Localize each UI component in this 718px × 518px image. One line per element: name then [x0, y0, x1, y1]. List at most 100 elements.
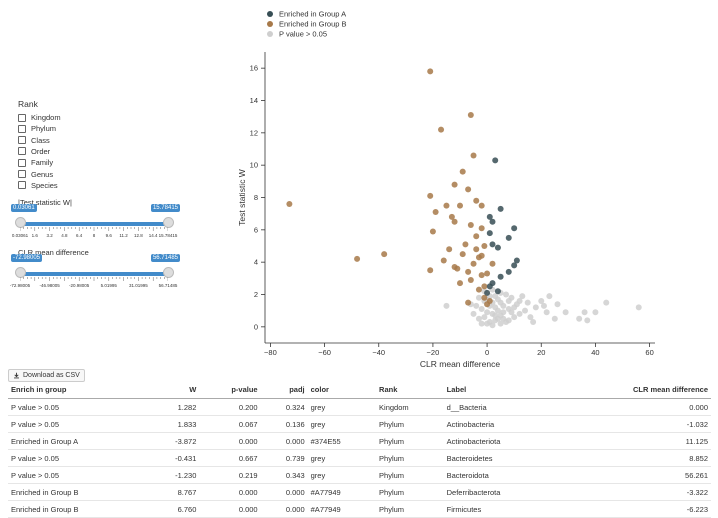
data-point — [473, 302, 480, 309]
data-point — [478, 202, 485, 209]
data-point — [489, 260, 496, 267]
data-point — [562, 309, 569, 316]
data-point — [465, 186, 472, 193]
data-point — [540, 302, 547, 309]
checkbox-icon[interactable] — [18, 181, 26, 190]
slider-handle-max[interactable] — [162, 217, 174, 228]
table-row: P value > 0.05 -0.431 0.667 0.739 grey Phylum… — [8, 449, 711, 467]
slider-range-bar — [20, 222, 168, 226]
table-row: P value > 0.05 -1.230 0.219 0.343 grey Phylum… — [8, 466, 711, 484]
rank-checkbox-kingdom[interactable]: Kingdom — [18, 113, 61, 122]
data-point — [511, 262, 518, 269]
rank-checkbox-order[interactable]: Order — [18, 147, 50, 156]
y-tick-label: 16 — [250, 64, 258, 73]
table-cell: grey — [307, 466, 377, 484]
data-point — [497, 320, 504, 327]
test-statistic-slider[interactable]: 0.03061 15.78415 0.03061 1.6 3.2 4.8 6.4 8 9.6 11… — [10, 202, 180, 238]
data-point — [543, 309, 550, 316]
data-point — [462, 241, 469, 248]
data-point — [492, 293, 499, 300]
data-point — [484, 289, 491, 296]
slider-value-min: 0.03061 — [11, 204, 37, 212]
rank-checkbox-class[interactable]: Class — [18, 136, 50, 145]
data-point — [494, 244, 501, 251]
table-cell: Enriched in Group B — [8, 500, 148, 518]
column-header[interactable]: p-value — [199, 381, 261, 399]
rank-checkbox-phylum[interactable]: Phylum — [18, 124, 56, 133]
column-header[interactable]: color — [307, 381, 377, 399]
data-point — [470, 260, 477, 267]
rank-label: Phylum — [31, 124, 57, 134]
column-header[interactable]: Label — [443, 381, 558, 399]
x-tick-label: −60 — [318, 348, 331, 357]
data-point — [475, 294, 482, 301]
data-point — [486, 213, 493, 220]
data-point — [546, 293, 553, 300]
data-point — [511, 314, 518, 321]
table-cell: P value > 0.05 — [8, 449, 148, 467]
rank-checkbox-genus[interactable]: Genus — [18, 170, 53, 179]
data-point — [503, 291, 510, 298]
clr-mean-difference-slider[interactable]: -72.98005 56.71485 -72.98005 -46.98005 -20.9… — [10, 252, 180, 288]
data-point — [467, 276, 474, 283]
checkbox-icon[interactable] — [18, 136, 26, 145]
column-header[interactable]: Enrich in group — [8, 381, 148, 399]
data-point — [473, 233, 480, 240]
data-point — [457, 202, 463, 209]
data-point — [581, 309, 588, 316]
table-cell: Bacteroidetes — [443, 449, 558, 467]
slider-tick-label: 0.03061 — [11, 233, 29, 238]
data-point — [505, 268, 512, 275]
checkbox-icon[interactable] — [18, 170, 26, 178]
table-row: Enriched in Group A -3.872 0.000 0.000 #374E… — [8, 432, 711, 450]
table-cell: Bacteroidota — [443, 466, 558, 484]
table-cell: Phylum — [376, 432, 444, 450]
table-cell: 0.000 — [199, 432, 261, 450]
data-point — [505, 297, 512, 304]
column-header[interactable]: CLR mean difference — [557, 381, 711, 399]
data-point — [478, 252, 485, 259]
data-point — [551, 315, 558, 322]
data-point — [470, 152, 477, 159]
checkbox-icon[interactable] — [18, 113, 26, 122]
slider-handle-max[interactable] — [162, 267, 174, 278]
data-point — [603, 299, 610, 306]
table-cell: #A77949 — [307, 483, 377, 501]
data-point — [432, 209, 439, 216]
slider-tick-label: 14.4 — [148, 233, 158, 238]
data-point — [486, 297, 493, 304]
checkbox-icon[interactable] — [18, 158, 26, 167]
table-cell: 6.760 — [147, 500, 200, 518]
data-point — [500, 302, 507, 309]
slider-tick-label: 5.01995 — [100, 283, 117, 288]
table-cell: Phylum — [376, 415, 444, 433]
table-cell: 0.219 — [199, 466, 261, 484]
table-row: P value > 0.05 1.833 0.067 0.136 grey Phylum A… — [8, 415, 711, 433]
table-cell: 0.667 — [199, 449, 261, 467]
column-header[interactable]: Rank — [376, 381, 444, 399]
data-point — [459, 168, 466, 175]
checkbox-icon[interactable] — [18, 147, 26, 156]
table-cell: Enriched in Group A — [8, 432, 148, 450]
slider-tick-label: -20.98005 — [69, 283, 90, 288]
data-point — [451, 218, 458, 225]
slider-tick-label: 31.01995 — [129, 283, 148, 288]
checkbox-icon[interactable] — [18, 124, 26, 133]
rank-checkbox-family[interactable]: Family — [18, 158, 53, 167]
slider-tick-label: 1.6 — [31, 233, 38, 238]
column-header[interactable]: W — [147, 381, 200, 399]
data-point — [473, 197, 480, 204]
table-cell: 56.261 — [557, 466, 711, 484]
data-point — [527, 314, 534, 321]
table-cell: 0.067 — [199, 415, 261, 433]
data-point — [484, 270, 491, 277]
data-point — [513, 257, 520, 264]
rank-checkbox-species[interactable]: Species — [18, 181, 58, 190]
data-point — [465, 268, 472, 275]
table-cell: 8.852 — [557, 449, 711, 467]
table-cell: Firmicutes — [443, 500, 558, 518]
column-header[interactable]: padj — [260, 381, 308, 399]
data-point — [443, 202, 450, 209]
data-point — [497, 205, 504, 212]
